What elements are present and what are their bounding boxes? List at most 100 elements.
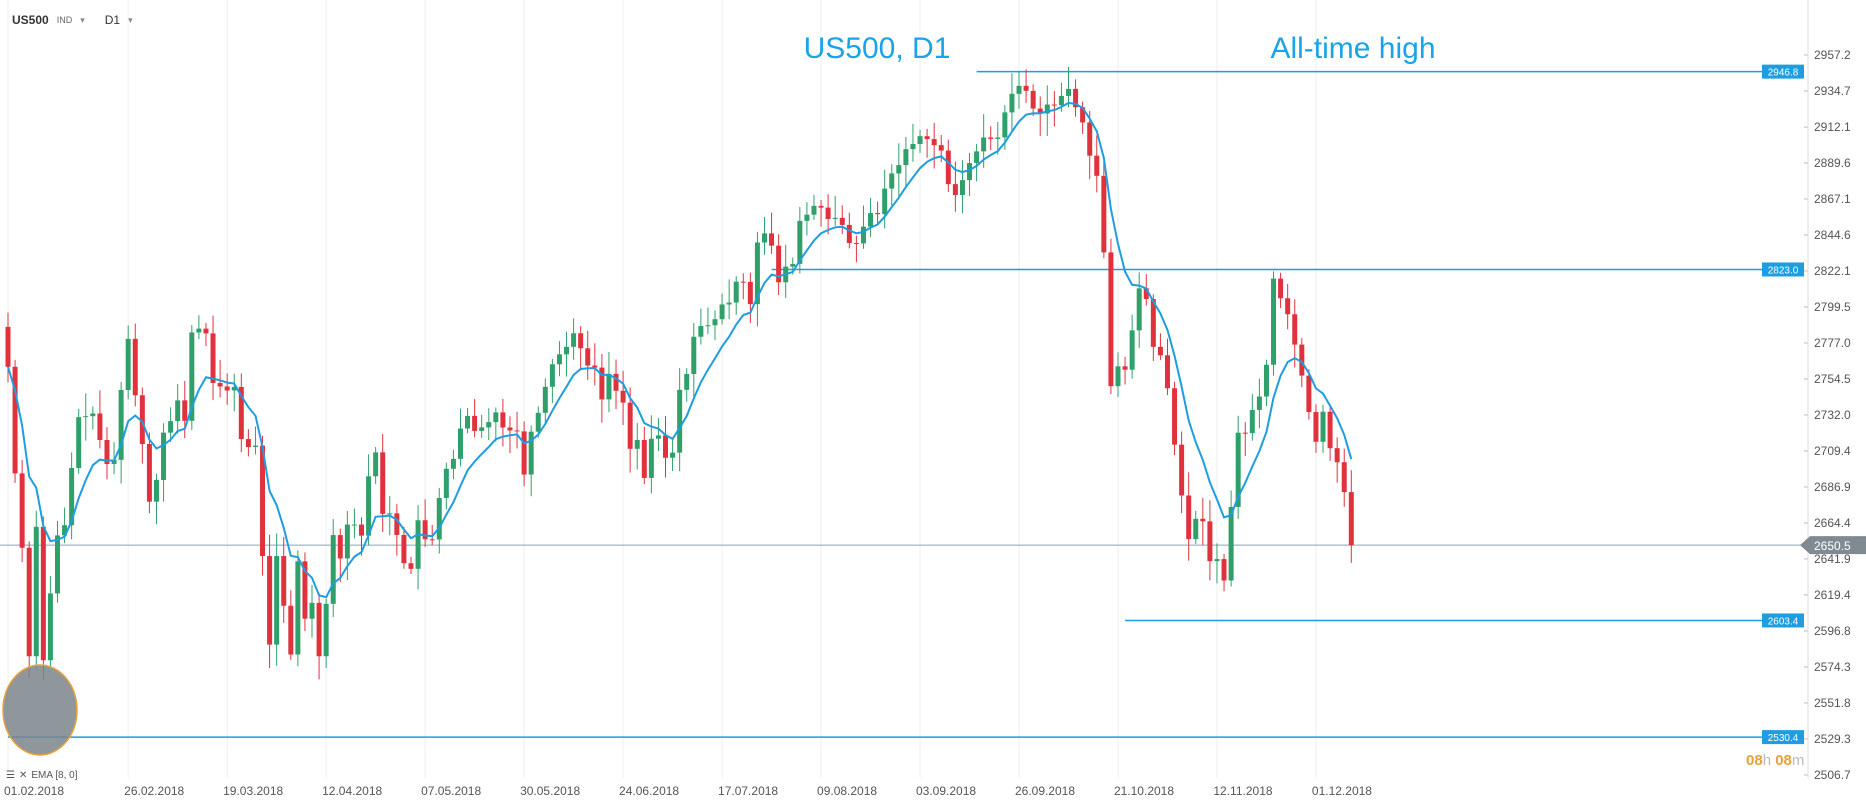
symbol-selector[interactable]: US500 [12,13,49,27]
candle-body [330,535,336,604]
candle-body [1320,411,1326,442]
y-tick-label: 2574.3 [1814,660,1851,674]
candle-body [69,467,75,526]
candle-body [846,224,852,243]
x-tick-label: 30.05.2018 [520,784,580,798]
candle-body [1172,388,1178,445]
candle-body [613,373,619,391]
candle-body [238,386,244,440]
chevron-down-icon[interactable]: ▾ [128,14,133,25]
candle-body [196,328,202,333]
y-tick-label: 2889.6 [1814,156,1851,170]
candle-body [97,413,103,441]
candle-body [408,563,414,569]
candle-body [309,602,315,619]
candle-body [76,417,82,468]
candle-body [104,440,110,464]
horizontal-levels[interactable]: 2946.8 2823.0 2603.4 2530.4 [0,64,1808,745]
ema-polyline [7,101,1353,599]
candle-body [90,413,96,417]
candle-body [910,144,916,150]
candle-body [1193,518,1199,540]
candle-body [564,346,570,355]
candle-body [1073,88,1079,108]
candle-body [1306,375,1312,413]
candle-body [811,205,817,215]
candle-body [641,440,647,478]
x-tick-label: 01.02.2018 [4,784,64,798]
candle-body [917,136,923,145]
menu-icon[interactable]: ☰ [6,770,15,781]
candle-body [663,435,669,458]
candle-countdown: 08h 08m [1746,752,1804,769]
level-tag [1762,64,1804,79]
candle-body [118,389,124,460]
candle-body [387,513,393,515]
candle-body [132,338,138,396]
candle-body [429,539,435,541]
candle-body [217,382,223,387]
candle-body [1341,462,1347,493]
x-tick-label: 26.02.2018 [124,784,184,798]
candle-body [54,535,60,594]
candle-body [1044,104,1050,114]
candle-body [1009,93,1015,113]
level-label: 2530.4 [1768,733,1799,744]
candle-body [592,365,598,368]
candle-body [1299,344,1305,376]
close-icon[interactable]: ✕ [18,770,28,781]
candle-body [1256,396,1262,410]
y-tick-label: 2822.1 [1814,264,1851,278]
candle-body [1080,107,1086,123]
candle-body [585,348,591,366]
candle-body [733,281,739,303]
candle-body [450,458,456,469]
candle-body [337,535,343,559]
chevron-down-icon[interactable]: ▾ [80,14,85,25]
candle-body [457,428,463,459]
candle-body [479,427,485,431]
y-tick-label: 2506.7 [1814,768,1851,782]
grid [7,0,1317,778]
candle-body [1249,409,1255,434]
y-tick-label: 2732.0 [1814,408,1851,422]
candle-body [146,444,152,502]
level-label: 2603.4 [1768,616,1799,627]
candle-body [705,325,711,327]
timer-hours: 08 [1746,752,1763,769]
market-badge: IND [56,15,73,25]
candle-body [1030,90,1036,109]
x-tick-label: 01.12.2018 [1312,784,1372,798]
candle-body [373,452,379,477]
candle-body [761,233,767,243]
timeframe-selector[interactable]: D1 [104,13,121,27]
candle-body [168,421,174,433]
highlight-circle [2,664,78,756]
candle-body [684,374,690,390]
candle-body [620,390,626,403]
y-tick-label: 2551.8 [1814,696,1851,710]
candle-body [12,366,18,474]
candles [5,67,1354,681]
candle-body [62,525,68,536]
x-tick-label: 12.04.2018 [322,784,382,798]
candle-body [868,213,874,227]
candle-body [295,561,301,655]
current-price-tag [1800,536,1866,555]
candle-body [1164,355,1170,389]
candle-body [182,400,188,421]
candle-body [1157,346,1163,356]
candle-body [959,180,965,196]
candle-body [1348,492,1354,546]
candle-body [825,207,831,219]
candle-body [776,245,782,283]
y-tick-label: 2529.3 [1814,732,1851,746]
x-tick-label: 07.05.2018 [421,784,481,798]
candle-body [161,432,167,480]
candle-body [274,556,280,645]
candle-body [804,214,810,221]
candle-body [1292,314,1298,345]
candle-body [401,534,407,564]
candle-body [1271,278,1277,365]
